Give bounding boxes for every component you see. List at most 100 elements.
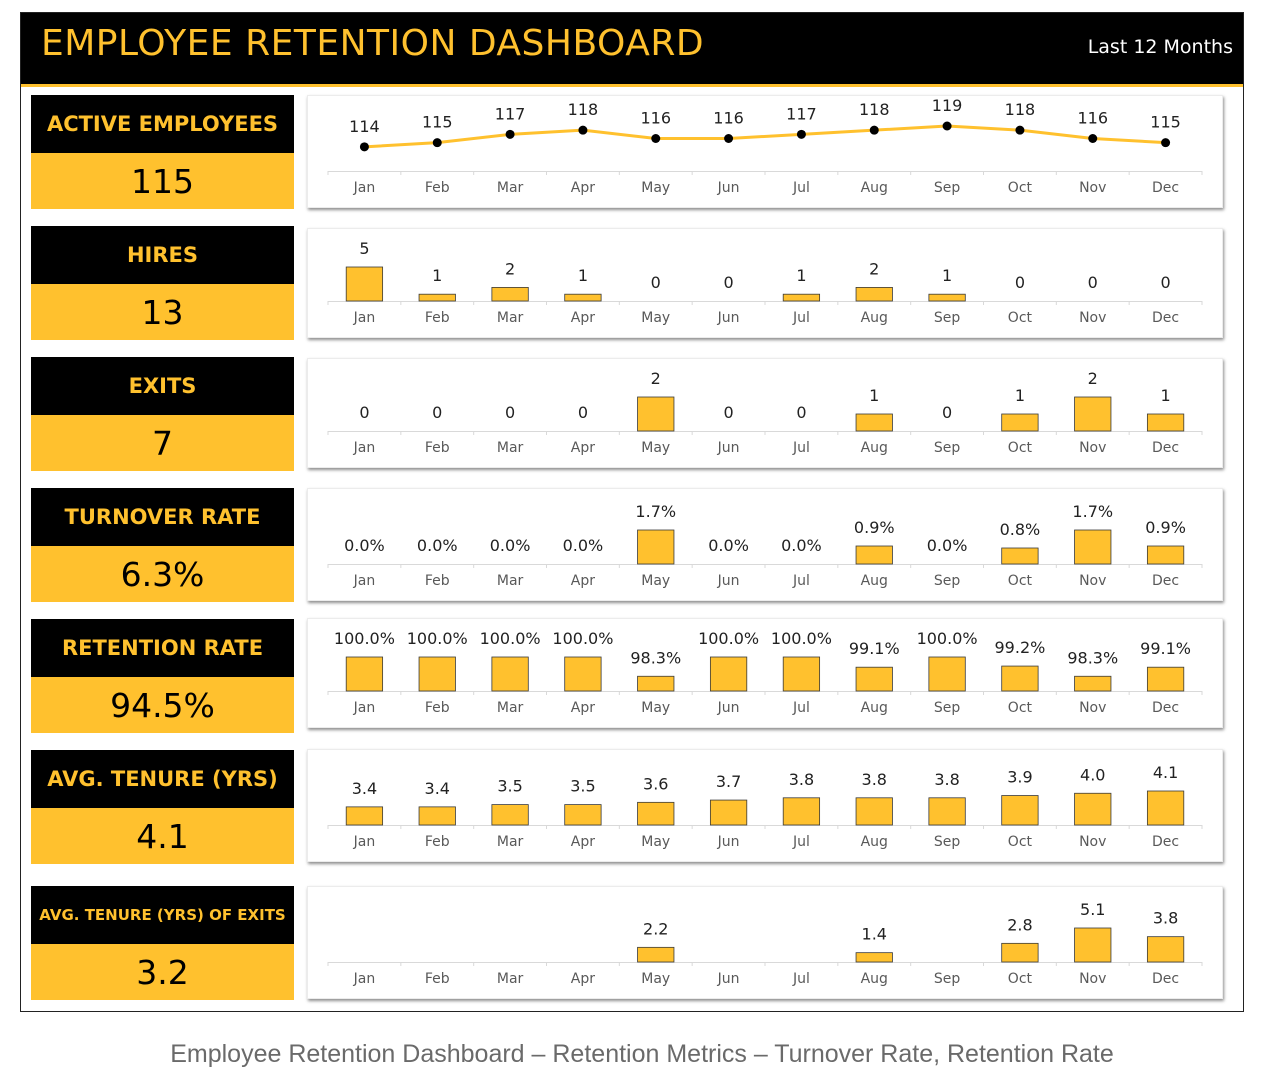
bar [855, 287, 893, 302]
data-label: 4.0 [1080, 765, 1105, 784]
data-label: 0 [359, 403, 369, 422]
data-label: 0 [651, 273, 661, 292]
x-tick-label: Jun [717, 180, 740, 196]
data-label: 1 [1015, 386, 1025, 405]
data-label: 0 [1015, 273, 1025, 292]
bar [855, 797, 893, 826]
data-label: 0 [796, 403, 806, 422]
dashboard-frame: EMPLOYEE RETENTION DASHBOARD Last 12 Mon… [20, 12, 1244, 1012]
bar [1074, 675, 1112, 692]
chart-exits: Jan Feb Mar Apr May Jun Jul Aug Sep Oct Nov Dec 0 0 0 0… [307, 358, 1223, 468]
x-tick-label: Oct [1008, 971, 1033, 987]
bar [637, 801, 675, 826]
data-point [578, 125, 588, 135]
data-label: 100.0% [407, 629, 468, 648]
x-tick-label: Nov [1079, 440, 1106, 456]
bar [564, 656, 602, 692]
data-label: 1.7% [635, 502, 676, 521]
kpi-value: 4.1 [31, 808, 294, 864]
x-tick-label: Sep [934, 971, 961, 987]
chart-retention-rate: Jan Feb Mar Apr May Jun Jul Aug Sep Oct Nov Dec 100.… [307, 618, 1223, 728]
data-label: 0.8% [1000, 520, 1041, 539]
data-label: 3.9 [1007, 768, 1032, 787]
kpi-label: EXITS [31, 357, 294, 415]
data-point [432, 138, 442, 148]
data-point [1015, 125, 1025, 135]
data-label: 115 [1150, 113, 1181, 132]
x-tick-label: Nov [1079, 834, 1106, 850]
data-label: 116 [1077, 109, 1108, 128]
data-label: 99.2% [995, 638, 1046, 657]
data-label: 98.3% [1067, 648, 1118, 667]
bar [1001, 413, 1039, 432]
x-tick-label: Jan [353, 700, 376, 716]
kpi-value: 7 [31, 415, 294, 471]
x-tick-label: Dec [1152, 573, 1179, 589]
bar [1146, 413, 1185, 432]
x-tick-label: Oct [1008, 440, 1033, 456]
data-label: 0.0% [417, 536, 458, 555]
chart-active-employees: Jan Feb Mar Apr May Jun Jul Aug Sep Oct Nov Dec 114 1… [307, 95, 1223, 208]
kpi-value: 3.2 [31, 944, 294, 1000]
x-tick-label: Mar [497, 310, 524, 326]
x-tick-label: Dec [1152, 834, 1179, 850]
data-label: 0 [723, 273, 733, 292]
x-tick-label: Sep [934, 834, 961, 850]
x-tick-label: Jan [353, 180, 376, 196]
bar [491, 656, 529, 692]
bar [928, 656, 966, 692]
dashboard-title: EMPLOYEE RETENTION DASHBOARD [41, 23, 705, 64]
data-label: 100.0% [334, 629, 395, 648]
bar [1146, 790, 1185, 826]
data-label: 0.9% [854, 518, 895, 537]
data-label: 3.5 [570, 777, 595, 796]
x-tick-label: Jul [792, 700, 810, 716]
x-tick-label: Mar [497, 573, 524, 589]
x-tick-label: Jul [792, 573, 810, 589]
kpi-label: TURNOVER RATE [31, 488, 294, 546]
data-label: 0 [1160, 273, 1170, 292]
kpi-exits: EXITS 7 [31, 357, 294, 471]
x-tick-label: Nov [1079, 700, 1106, 716]
bar [1074, 396, 1112, 432]
bar [637, 396, 675, 432]
x-tick-label: May [641, 180, 670, 196]
data-label: 0.9% [1145, 518, 1186, 537]
kpi-value: 6.3% [31, 546, 294, 602]
data-label: 3.4 [352, 779, 377, 798]
data-label: 0 [432, 403, 442, 422]
data-point [1088, 134, 1098, 143]
kpi-value: 94.5% [31, 677, 294, 733]
x-tick-label: Jun [717, 834, 740, 850]
data-point [942, 121, 952, 131]
bar-chart: Jan Feb Mar Apr May Jun Jul Aug Sep Oct Nov Dec 0.0%… [327, 502, 1203, 589]
x-tick-label: Oct [1008, 834, 1033, 850]
data-label: 0 [723, 403, 733, 422]
data-label: 1 [578, 266, 588, 285]
bar [709, 799, 748, 826]
x-tick-label: Jun [717, 700, 740, 716]
x-tick-label: Oct [1008, 310, 1033, 326]
chart-hires: Jan Feb Mar Apr May Jun Jul Aug Sep Oct Nov Dec 5 1 2 1… [307, 228, 1223, 338]
kpi-turnover-rate: TURNOVER RATE 6.3% [31, 488, 294, 602]
bar [855, 952, 893, 963]
x-tick-label: Feb [425, 440, 450, 456]
x-tick-label: Feb [425, 834, 450, 850]
data-label: 98.3% [630, 648, 681, 667]
period-label: Last 12 Months [1087, 36, 1233, 58]
data-label: 2 [869, 259, 879, 278]
x-tick-label: Jul [792, 440, 810, 456]
data-label: 0 [505, 403, 515, 422]
data-label: 0 [1088, 273, 1098, 292]
x-tick-label: Jul [792, 310, 810, 326]
data-label: 119 [932, 96, 963, 115]
bar [491, 804, 529, 826]
x-tick-label: Jun [717, 971, 740, 987]
x-tick-label: Sep [934, 700, 961, 716]
x-tick-label: Feb [425, 180, 450, 196]
x-tick-label: Nov [1079, 180, 1106, 196]
x-tick-label: Feb [425, 971, 450, 987]
data-label: 118 [859, 100, 890, 119]
x-tick-label: Oct [1008, 180, 1033, 196]
bar-chart: Jan Feb Mar Apr May Jun Jul Aug Sep Oct Nov Dec 5 1 2 1… [327, 239, 1203, 326]
